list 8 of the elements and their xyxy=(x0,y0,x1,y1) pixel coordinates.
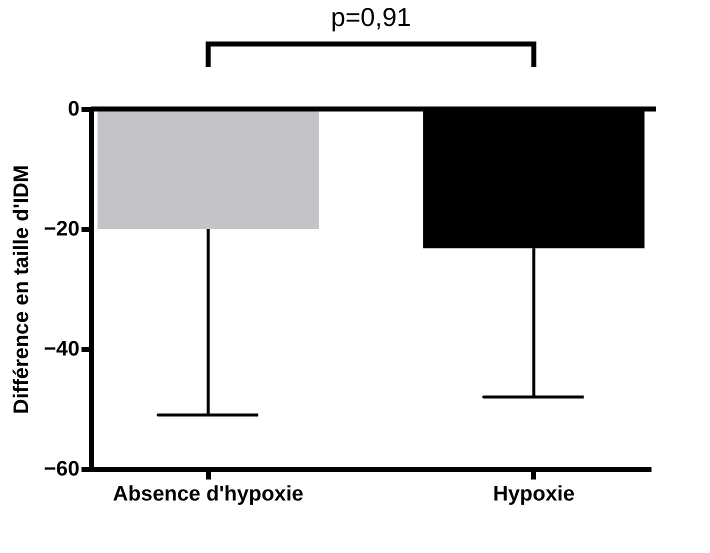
y-tick-label: −20 xyxy=(44,218,80,240)
y-tick-label: −60 xyxy=(44,458,80,480)
text: p=0,91 xyxy=(330,2,412,32)
y-axis-title: Différence en taille d'IDM xyxy=(10,165,33,414)
y-tick-label: −40 xyxy=(44,338,80,360)
x-tick-label: Hypoxie xyxy=(492,482,575,506)
y-tick-label: 0 xyxy=(68,98,80,120)
x-tick-label: Absence d'hypoxie xyxy=(112,482,304,506)
